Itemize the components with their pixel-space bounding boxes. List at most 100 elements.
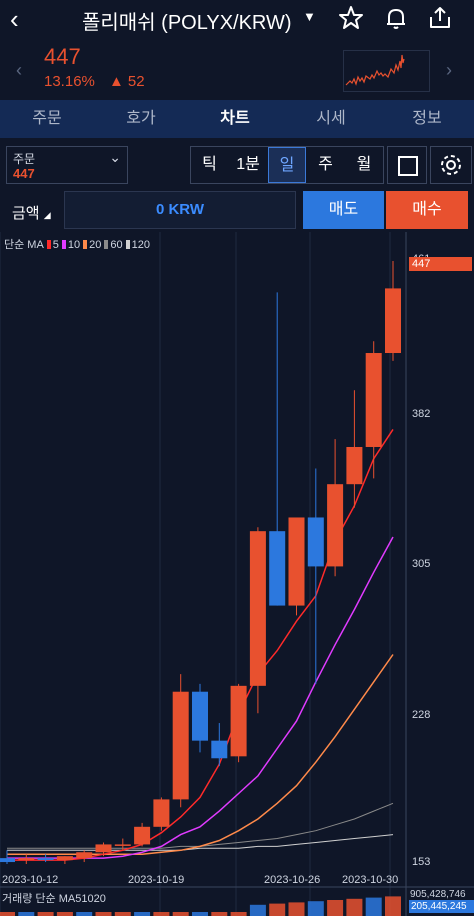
ma-legend-item: 10 (67, 239, 81, 251)
ma-legend: 단순 MA 5 10 20 60 120 (4, 236, 150, 252)
chevron-left-icon[interactable]: ‹ (10, 4, 19, 34)
candle-body (134, 826, 151, 845)
ma-legend-swatch (83, 240, 88, 249)
share-icon[interactable] (427, 5, 453, 31)
order-dropdown[interactable]: 주문 447 ⌄ (6, 146, 128, 184)
caret-down-icon[interactable]: ▼ (303, 9, 316, 24)
candle-body (56, 856, 73, 861)
tab-market[interactable]: 시세 (316, 110, 346, 127)
change-percent: 13.16% (44, 73, 95, 90)
candle-body (385, 288, 401, 354)
volume-bar (95, 912, 112, 916)
volume-bar (192, 912, 208, 916)
gear-icon[interactable] (430, 146, 472, 184)
period-week[interactable]: 주 (318, 156, 333, 173)
amount-label[interactable]: 금액 ◢ (12, 205, 51, 222)
volume-bar (18, 912, 35, 916)
ma-legend-swatch (46, 240, 51, 249)
period-tick[interactable]: 틱 (202, 156, 217, 173)
y-tick-label: 153 (412, 856, 431, 868)
x-label: 2023-10-19 (128, 874, 185, 886)
chevron-down-icon: ⌄ (109, 149, 121, 165)
volume-bar (153, 912, 170, 916)
y-tick-label: 305 (412, 558, 431, 571)
current-price: 447 (44, 44, 81, 69)
volume-tick: 905,428,746 (410, 889, 466, 900)
ma-legend-swatch (61, 240, 66, 249)
candle-body (211, 740, 228, 759)
candle-body (0, 858, 15, 863)
volume-legend: 거래량 단순 MA51020 (2, 890, 106, 906)
candle-body (114, 844, 131, 846)
ma-legend-swatch (125, 240, 130, 249)
candle-body (365, 353, 382, 447)
volume-bar (134, 912, 151, 916)
change-amount: 52 (127, 73, 145, 90)
ma60-line (7, 802, 394, 849)
page-title[interactable]: 폴리매쉬 (POLYX/KRW) (82, 12, 292, 34)
candle-body (288, 517, 305, 606)
candle-body (307, 517, 324, 567)
ma-legend-title: 단순 MA (4, 239, 44, 251)
sell-button[interactable]: 매도 (303, 191, 384, 229)
candle-body (172, 691, 189, 800)
volume-bar (56, 912, 73, 916)
candle-body (192, 691, 208, 741)
tab-order[interactable]: 주문 (32, 110, 62, 127)
volume-bar (269, 903, 286, 916)
ma120-line (7, 834, 394, 851)
candlestick-chart[interactable] (0, 232, 474, 916)
volume-bar (76, 912, 93, 916)
candle-body (76, 852, 93, 859)
next-arrow-icon[interactable]: › (446, 60, 452, 80)
volume-legend-item: 5 (75, 893, 82, 905)
ma-legend-swatch (104, 240, 109, 249)
ma20-line (7, 654, 394, 855)
volume-bar (307, 901, 324, 916)
volume-bar (346, 898, 363, 916)
buy-button[interactable]: 매수 (386, 191, 468, 229)
volume-bar (37, 912, 54, 916)
volume-bar (230, 912, 247, 916)
amount-input[interactable]: 0 KRW (64, 191, 296, 229)
square-icon[interactable] (387, 146, 427, 184)
volume-bar (172, 912, 189, 916)
candle-body (230, 685, 247, 757)
volume-bar (288, 902, 305, 916)
period-1min[interactable]: 1분 (236, 156, 260, 173)
candle-body (18, 858, 35, 861)
x-label: 2023-10-30 (342, 874, 399, 886)
ma-legend-item: 120 (131, 239, 151, 251)
period-day[interactable]: 일 (268, 147, 306, 183)
mini-chart[interactable] (343, 50, 430, 92)
volume-current-tag: 205,445,245 (409, 900, 474, 913)
price-change: 13.16% ▲ 52 (44, 73, 155, 90)
prev-arrow-icon[interactable]: ‹ (16, 60, 22, 80)
candle-body (37, 858, 54, 861)
star-icon[interactable] (338, 5, 364, 31)
period-month[interactable]: 월 (356, 156, 372, 173)
tab-info[interactable]: 정보 (412, 110, 442, 127)
volume-bar (0, 912, 15, 916)
order-label: 주문 (13, 152, 36, 166)
candle-body (95, 844, 112, 853)
order-value: 447 (13, 166, 35, 181)
candle-body (346, 446, 363, 485)
tab-orderbook[interactable]: 호가 (126, 110, 156, 127)
current-price-tag: 447 (409, 257, 472, 271)
ma-legend-item: 60 (110, 239, 123, 251)
triangle-icon: ◢ (43, 210, 51, 220)
volume-bar (327, 900, 344, 916)
volume-legend-item: 10 (81, 893, 94, 905)
tab-chart[interactable]: 차트 (220, 110, 250, 127)
volume-bar (365, 897, 382, 916)
bell-icon[interactable] (383, 5, 409, 31)
period-selector: 틱 1분 일 주 월 (190, 146, 384, 184)
candle-body (269, 531, 286, 606)
ma-legend-item: 20 (89, 239, 102, 251)
x-label: 2023-10-12 (2, 874, 59, 886)
volume-bar (385, 896, 401, 916)
x-label: 2023-10-26 (264, 874, 321, 886)
volume-legend-title: 거래량 단순 MA (2, 893, 76, 905)
volume-legend-item: 20 (93, 893, 106, 905)
